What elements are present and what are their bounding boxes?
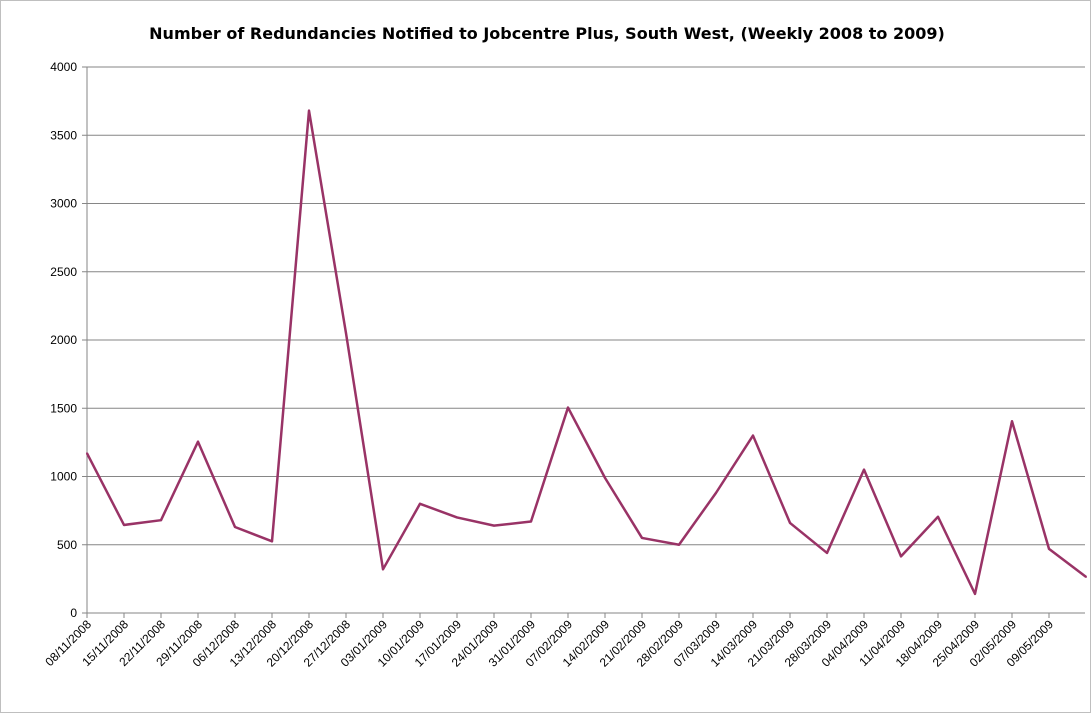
data-point [197, 440, 199, 443]
data-point [863, 468, 865, 471]
data-point [530, 520, 532, 523]
data-point [234, 526, 236, 529]
y-tick-label: 500 [57, 538, 77, 552]
data-point [567, 406, 569, 409]
series-group [85, 109, 1087, 596]
y-tick-label: 2000 [50, 333, 77, 347]
y-tick-label: 2500 [50, 265, 77, 279]
y-tick-label: 3000 [50, 197, 77, 211]
data-point [419, 502, 421, 505]
data-point [271, 540, 273, 543]
data-point [641, 536, 643, 539]
chart-title: Number of Redundancies Notified to Jobce… [149, 24, 945, 43]
data-point [1011, 420, 1013, 423]
data-point [123, 523, 125, 526]
y-tick-label: 0 [70, 606, 77, 620]
y-tick-label: 3500 [50, 128, 77, 142]
x-axis-tick-labels: 08/11/200815/11/200822/11/200829/11/2008… [42, 617, 1056, 670]
data-point [678, 543, 680, 546]
data-point [715, 491, 717, 494]
data-point [160, 519, 162, 522]
data-point [937, 515, 939, 518]
data-point [382, 568, 384, 571]
data-point [789, 521, 791, 524]
y-axis-tick-labels: 0 500 1000 1500 2000 2500 3000 3500 4000 [50, 60, 77, 620]
data-point [1085, 575, 1087, 578]
gridlines [82, 66, 1085, 614]
data-point [604, 476, 606, 479]
data-point [308, 109, 310, 112]
data-point [86, 452, 88, 455]
axes [86, 67, 1085, 618]
data-point [456, 516, 458, 519]
data-point [752, 434, 754, 437]
y-tick-label: 1500 [50, 401, 77, 415]
data-point [493, 524, 495, 527]
data-point [1048, 547, 1050, 550]
y-tick-label: 1000 [50, 470, 77, 484]
data-point [826, 551, 828, 554]
series-line [85, 109, 1087, 596]
data-point [974, 592, 976, 595]
data-point [900, 555, 902, 558]
y-tick-label: 4000 [50, 60, 77, 74]
data-point [345, 332, 347, 335]
